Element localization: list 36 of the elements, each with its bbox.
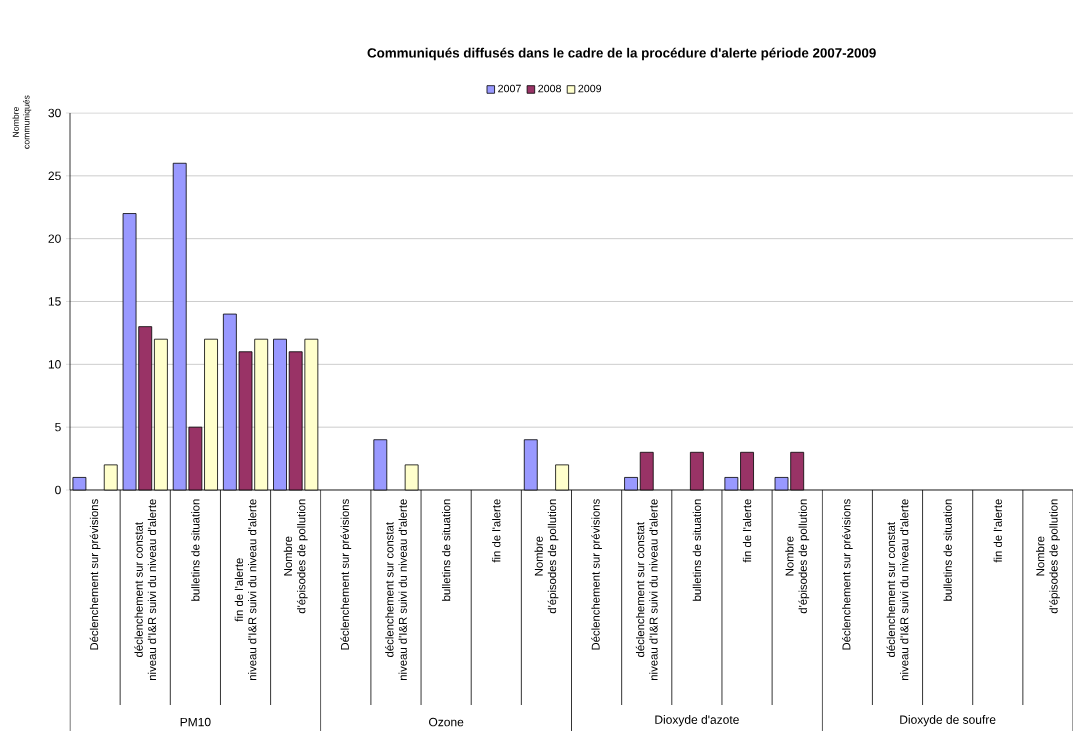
chart-title: Communiqués diffusés dans le cadre de la procédure d'alerte période 2007-2009 <box>367 47 876 61</box>
x-tick-label: bulletins de situation <box>441 499 451 601</box>
x-tick-label: fin de l'alerte <box>742 499 752 563</box>
y-tick-label: 0 <box>55 485 61 495</box>
x-tick-label: Nombre d'épisodes de pollution <box>785 499 810 614</box>
text: PM10 <box>180 717 211 727</box>
legend-label: 2008 <box>538 84 562 93</box>
y-tick-label: 15 <box>48 297 61 306</box>
x-tick-label: fin de l'alerte <box>492 499 501 563</box>
text: Dioxyde d'azote <box>655 715 739 727</box>
legend-label: 2009 <box>578 84 602 93</box>
y-tick-label: 20 <box>48 234 61 243</box>
x-tick-label: fin de l'alerte niveau d'I&R suivi du niveau d'alerte <box>234 499 257 680</box>
x-tick-label: Nombre d'épisodes de pollution <box>534 499 559 614</box>
x-tick-label: bulletins de situation <box>191 499 200 601</box>
x-tick-label: déclenchement sur constat niveau d'I&R suivi du niveau d'alerte <box>635 499 658 680</box>
legend-label: 2007 <box>498 84 521 93</box>
y-tick-label: 25 <box>48 171 61 181</box>
y-axis-title: Nombre communiqués <box>12 95 32 149</box>
x-tick-label: déclenchement sur constat niveau d'I&R suivi du niveau d'alerte <box>385 499 407 680</box>
y-tick-label: 5 <box>55 422 61 432</box>
y-tick-label: 30 <box>48 108 61 118</box>
x-tick-label: bulletins de situation <box>692 499 702 601</box>
x-tick-label: déclenchement sur constat niveau d'I&R suivi du niveau d'alerte <box>134 499 157 680</box>
text: Ozone <box>429 717 464 727</box>
x-tick-label: Nombre d'épisodes de pollution <box>1035 499 1060 614</box>
x-tick-label: Déclenchement sur prévisions <box>841 499 853 650</box>
x-tick-label: Déclenchement sur prévisions <box>591 499 602 650</box>
x-tick-label: Déclenchement sur prévisions <box>340 499 352 650</box>
x-tick-label: fin de l'alerte <box>993 499 1002 563</box>
x-tick-label: bulletins de situation <box>943 499 952 601</box>
text: Dioxyde de soufre <box>900 715 996 727</box>
x-tick-label: Déclenchement sur prévisions <box>89 499 101 650</box>
x-tick-label: déclenchement sur constat niveau d'I&R suivi du niveau d'alerte <box>886 499 909 680</box>
y-tick-label: 10 <box>48 360 61 369</box>
x-tick-label: Nombre d'épisodes de pollution <box>283 499 308 614</box>
